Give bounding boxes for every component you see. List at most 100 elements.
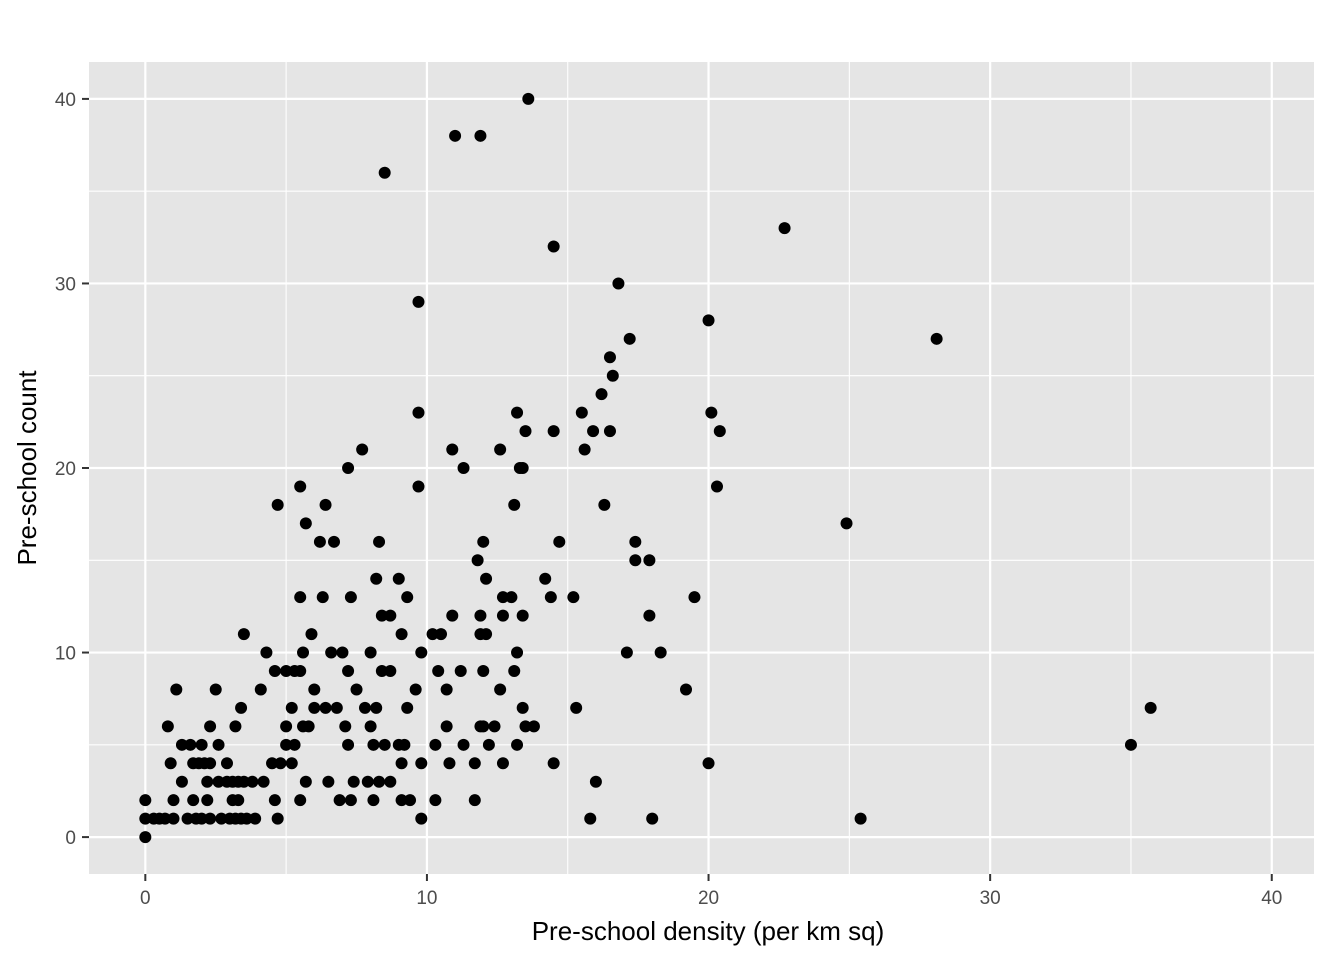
data-point	[1144, 701, 1157, 714]
data-point	[195, 738, 208, 751]
data-point	[519, 425, 532, 438]
data-point	[297, 646, 310, 659]
data-point	[271, 812, 284, 825]
data-point	[449, 129, 462, 142]
data-point	[319, 498, 332, 511]
data-point	[167, 812, 180, 825]
data-point	[373, 775, 386, 788]
data-point	[553, 535, 566, 548]
data-point	[547, 425, 560, 438]
data-point	[511, 406, 524, 419]
data-point	[401, 591, 414, 604]
data-point	[204, 812, 217, 825]
data-point	[429, 794, 442, 807]
data-point	[294, 480, 307, 493]
data-point	[260, 646, 273, 659]
data-point	[342, 738, 355, 751]
data-point	[308, 683, 321, 696]
data-point	[361, 775, 374, 788]
data-point	[384, 775, 397, 788]
data-point	[201, 794, 214, 807]
data-point	[187, 794, 200, 807]
data-point	[443, 757, 456, 770]
data-point	[336, 646, 349, 659]
data-point	[511, 738, 524, 751]
data-point	[480, 572, 493, 585]
y-tick-label: 30	[55, 274, 76, 295]
grid-major-lines	[89, 62, 1314, 874]
data-points	[139, 92, 1157, 844]
data-point	[494, 683, 507, 696]
data-point	[457, 462, 470, 474]
data-point	[598, 498, 611, 511]
data-point	[375, 609, 388, 622]
data-point	[164, 757, 177, 770]
data-point	[316, 591, 329, 604]
data-point	[446, 443, 459, 456]
data-point	[710, 480, 723, 493]
data-point	[342, 665, 355, 677]
data-point	[544, 591, 557, 604]
data-point	[496, 591, 509, 604]
x-tick-label: 20	[698, 888, 719, 909]
data-point	[378, 738, 391, 751]
data-point	[201, 775, 214, 788]
data-point	[643, 554, 656, 567]
data-point	[204, 720, 217, 733]
y-tick-label: 10	[55, 644, 76, 665]
data-point	[167, 794, 180, 807]
data-point	[302, 720, 315, 733]
data-point	[294, 794, 307, 807]
data-point	[294, 591, 307, 604]
data-point	[603, 425, 616, 438]
data-point	[395, 757, 408, 770]
x-tick-label: 30	[980, 888, 1001, 909]
data-point	[778, 222, 791, 235]
data-point	[519, 720, 532, 733]
data-point	[474, 609, 487, 622]
data-point	[246, 775, 259, 788]
data-point	[930, 332, 943, 345]
data-point	[378, 166, 391, 179]
data-point	[333, 794, 346, 807]
data-point	[342, 462, 355, 474]
data-point	[646, 812, 659, 825]
x-tick-label: 0	[140, 888, 151, 909]
data-point	[477, 535, 490, 548]
data-point	[516, 701, 529, 714]
data-point	[305, 628, 318, 641]
data-point	[508, 665, 521, 677]
data-point	[268, 794, 281, 807]
data-point	[328, 535, 340, 548]
data-point	[161, 720, 174, 733]
data-point	[220, 757, 233, 770]
data-point	[589, 775, 602, 788]
data-point	[412, 295, 425, 308]
data-point	[330, 701, 343, 714]
data-point	[471, 554, 484, 567]
data-point	[139, 794, 152, 807]
data-point	[159, 812, 172, 825]
data-point	[474, 129, 487, 142]
data-point	[237, 628, 250, 641]
data-point	[313, 535, 326, 548]
data-point	[175, 738, 188, 751]
data-point	[212, 738, 225, 751]
data-point	[181, 812, 194, 825]
data-point	[496, 609, 509, 622]
data-point	[319, 701, 332, 714]
data-point	[384, 665, 397, 677]
data-point	[404, 794, 417, 807]
data-point	[480, 628, 493, 641]
y-axis: 0 10 20 30 40	[55, 90, 89, 849]
data-point	[702, 757, 715, 770]
data-point	[440, 720, 453, 733]
y-tick-label: 20	[55, 459, 76, 480]
data-point	[511, 646, 524, 659]
data-point	[384, 609, 397, 622]
data-point	[415, 757, 428, 770]
data-point	[415, 812, 428, 825]
data-point	[215, 812, 228, 825]
data-point	[280, 665, 293, 677]
